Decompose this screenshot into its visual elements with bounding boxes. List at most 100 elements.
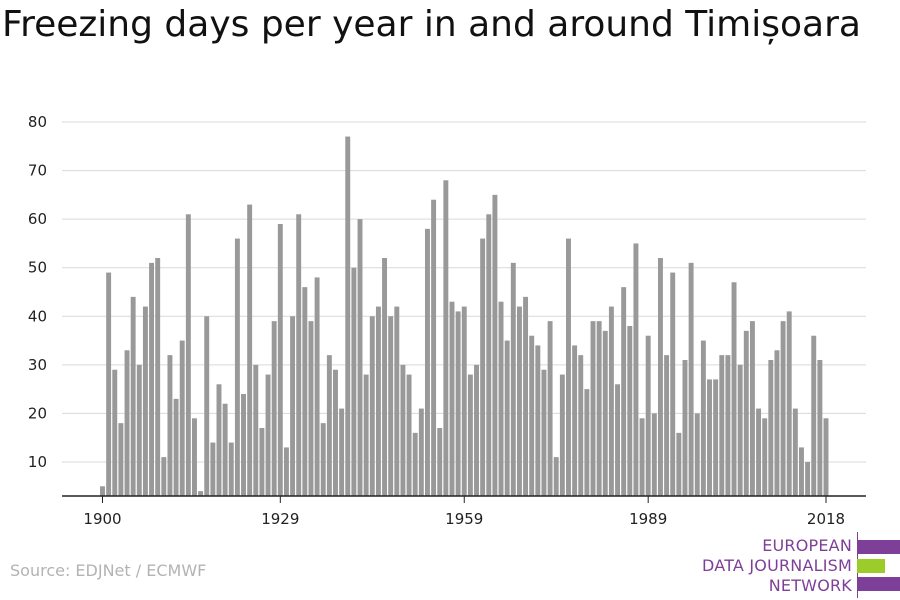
bar [326, 355, 332, 496]
axes: 1900 1929 1959 1989 2018 [62, 495, 866, 528]
bar [339, 408, 345, 496]
bar [676, 432, 682, 496]
bar [382, 258, 388, 496]
bar [192, 418, 197, 496]
y-tick-label: 60 [28, 210, 47, 228]
bar [602, 330, 608, 496]
logo-text-data-journalism: DATA JOURNALISM [702, 556, 852, 575]
bar [529, 335, 535, 496]
bar [615, 384, 620, 496]
bar [431, 199, 437, 496]
bar [639, 418, 645, 496]
bar [486, 214, 492, 497]
bar [504, 340, 510, 496]
bar [130, 296, 136, 496]
bar [590, 321, 596, 496]
bar [142, 306, 148, 496]
bar [149, 262, 155, 496]
bar [713, 379, 719, 496]
bar [510, 262, 516, 496]
bar [664, 355, 670, 496]
bar [118, 423, 124, 496]
x-tick-label: 2018 [807, 510, 845, 528]
bar [805, 462, 811, 496]
bar [523, 296, 529, 496]
bar [124, 350, 130, 496]
bar [749, 321, 755, 496]
bar [308, 321, 314, 496]
bar [345, 136, 351, 497]
bar [700, 340, 706, 496]
bar [762, 418, 768, 496]
bar [694, 413, 700, 496]
gridlines: 10 20 30 40 50 60 70 80 [28, 113, 866, 471]
bar [621, 287, 627, 496]
bar [443, 180, 449, 497]
bar [823, 418, 829, 496]
bar [474, 364, 479, 496]
bar [461, 306, 467, 496]
bar [179, 340, 185, 496]
bar [559, 374, 565, 496]
bar [424, 228, 430, 496]
y-tick-label: 70 [28, 162, 47, 180]
bar [241, 394, 246, 496]
bar [670, 272, 676, 496]
bar [719, 355, 725, 496]
bar [596, 321, 602, 496]
logo-text-network: NETWORK [768, 576, 852, 595]
bar [449, 301, 455, 496]
bar [437, 428, 443, 496]
chart-title: Freezing days per year in and around Tim… [2, 4, 861, 45]
bar [161, 457, 167, 496]
bar [799, 447, 804, 496]
y-tick-label: 80 [28, 113, 47, 131]
bar [817, 360, 823, 496]
bar [688, 262, 694, 496]
bar [731, 282, 737, 496]
bar [333, 369, 338, 496]
logo-text-european: EUROPEAN [762, 536, 852, 555]
bar [173, 398, 179, 496]
bar [578, 355, 584, 496]
x-tick-label: 1989 [629, 510, 667, 528]
x-tick-label: 1900 [83, 510, 121, 528]
bar [296, 214, 302, 497]
bar [584, 389, 590, 496]
y-tick-label: 20 [28, 404, 47, 422]
bar [112, 369, 118, 496]
bar [811, 335, 817, 496]
bar [406, 374, 412, 496]
bar [363, 374, 369, 496]
bar [651, 413, 657, 496]
bar [553, 457, 559, 496]
bar [774, 350, 780, 496]
bar [290, 316, 296, 496]
bar [314, 277, 320, 496]
x-tick-label: 1959 [445, 510, 483, 528]
bar [136, 364, 142, 496]
bar [792, 408, 798, 496]
y-tick-label: 30 [28, 356, 47, 374]
bar [566, 238, 571, 497]
bar [351, 267, 357, 496]
bar [412, 432, 418, 496]
bar [100, 486, 105, 496]
bar [768, 360, 774, 496]
bar [375, 306, 381, 496]
bar [400, 364, 406, 496]
bar [167, 355, 173, 496]
bar [455, 311, 461, 496]
bar [234, 238, 240, 497]
bar [418, 408, 424, 496]
bar [572, 345, 578, 496]
bar [283, 447, 289, 496]
bar [541, 369, 547, 496]
bar [277, 224, 283, 496]
y-tick-label: 40 [28, 307, 47, 325]
bar [357, 219, 363, 496]
bar [608, 306, 614, 496]
bar [780, 321, 786, 496]
x-tick-label: 1929 [261, 510, 299, 528]
edjnet-logo: EUROPEAN DATA JOURNALISM NETWORK [702, 532, 900, 598]
